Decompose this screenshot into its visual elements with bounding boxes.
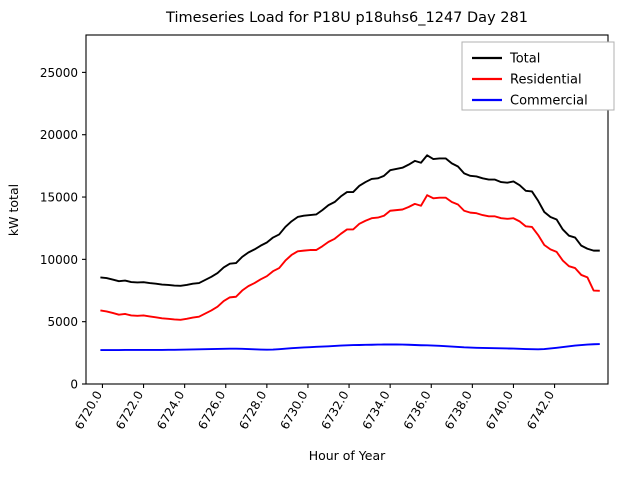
series-line-commercial: [100, 343, 600, 352]
legend-label-total: Total: [509, 52, 540, 67]
y-axis-ticks: 0 5000 10000 15000 20000 25000: [40, 66, 86, 392]
y-tick-label: 15000: [40, 191, 78, 205]
series-line-total: [100, 154, 600, 287]
y-tick-label: 0: [70, 378, 78, 392]
y-tick-label: 10000: [40, 253, 78, 267]
y-tick-label: 25000: [40, 66, 78, 80]
chart-title: Timeseries Load for P18U p18uhs6_1247 Da…: [165, 10, 528, 26]
chart-legend: Total Residential Commercial: [461, 41, 615, 111]
legend-box: [461, 41, 615, 111]
x-axis-label: Hour of Year: [309, 448, 386, 463]
legend-label-residential: Residential: [510, 73, 582, 88]
axes-spines: [85, 34, 609, 385]
data-series-group: [100, 154, 600, 352]
series-line-residential: [100, 194, 600, 321]
legend-entries: Total Residential Commercial: [472, 52, 588, 109]
y-tick-label: 20000: [40, 128, 78, 142]
legend-label-commercial: Commercial: [510, 94, 588, 109]
axes-frame: [85, 34, 609, 385]
y-tick-label: 5000: [47, 315, 78, 329]
y-axis-label: kW total: [6, 184, 21, 236]
